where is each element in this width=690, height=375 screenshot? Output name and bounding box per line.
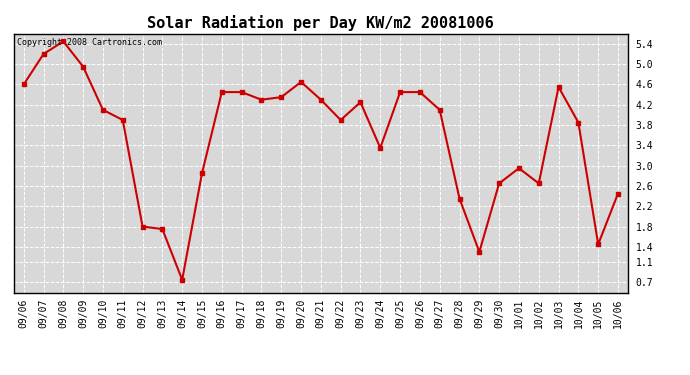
Text: Copyright 2008 Cartronics.com: Copyright 2008 Cartronics.com bbox=[17, 38, 162, 46]
Title: Solar Radiation per Day KW/m2 20081006: Solar Radiation per Day KW/m2 20081006 bbox=[148, 15, 494, 31]
